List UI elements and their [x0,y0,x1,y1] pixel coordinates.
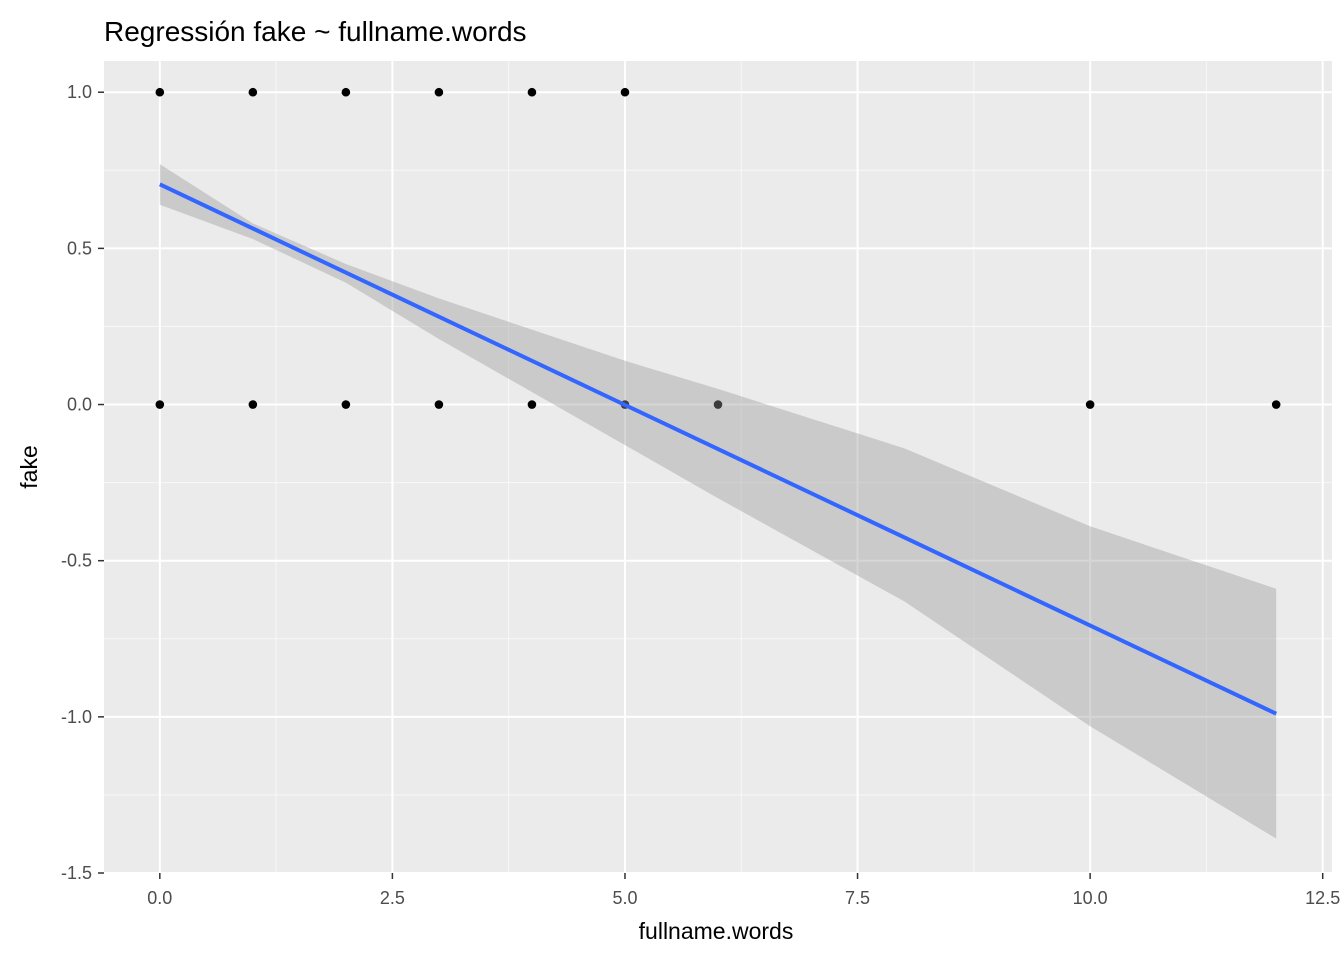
y-axis: -1.5 -1.0 -0.5 0.0 0.5 1.0 [61,82,104,883]
y-axis-title: fake [16,445,42,488]
confidence-band [159,164,1277,839]
regression-line [158,182,1278,716]
major-gridlines [104,61,1332,874]
data-point [620,87,630,97]
x-tick-label: 7.5 [845,888,870,908]
data-point [341,87,351,97]
chart-title: Regressión fake ~ fullname.words [104,16,527,47]
y-tick-label: 0.0 [67,395,92,415]
data-point [155,400,165,409]
x-axis: 0.0 2.5 5.0 7.5 10.0 12.5 [147,873,1340,908]
x-tick-label: 12.5 [1305,888,1340,908]
data-point [1085,400,1095,409]
data-point [527,87,537,97]
data-point [527,400,537,409]
y-tick-label: 1.0 [67,82,92,102]
x-axis-title: fullname.words [639,918,794,944]
y-tick-label: -1.0 [61,707,92,727]
data-point [341,400,351,409]
x-tick-label: 0.0 [147,888,172,908]
data-point [713,400,723,409]
data-point [248,400,258,409]
minor-gridlines [104,61,1332,873]
x-tick-label: 2.5 [380,888,405,908]
data-point [434,87,444,97]
data-point [1271,400,1281,409]
plot-panel [104,61,1332,873]
y-tick-label: -0.5 [61,551,92,571]
y-tick-label: -1.5 [61,863,92,883]
data-point [248,87,258,97]
y-tick-label: 0.5 [67,238,92,258]
x-tick-label: 5.0 [612,888,637,908]
data-point [155,87,165,97]
x-tick-label: 10.0 [1073,888,1108,908]
data-point [434,400,444,409]
